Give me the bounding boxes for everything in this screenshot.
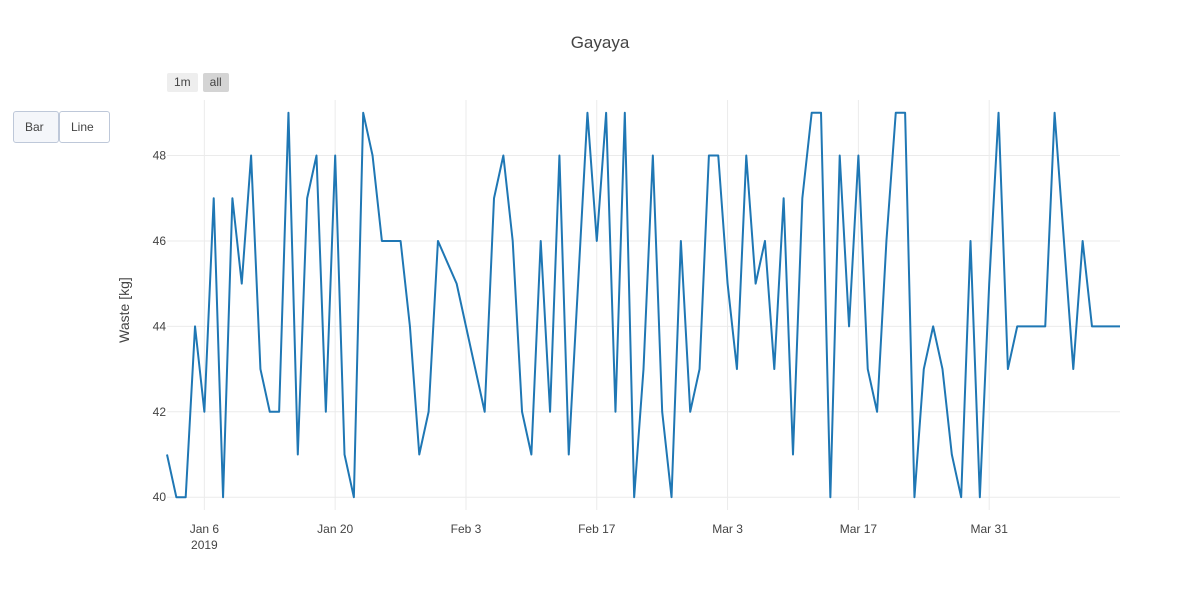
y-tick-label: 48: [153, 149, 167, 163]
x-tick-label: Jan 20: [317, 522, 353, 536]
x-tick-label: Feb 3: [451, 522, 482, 536]
y-tick-label: 40: [153, 490, 167, 504]
range-selector: 1m all: [167, 73, 229, 92]
chart-title: Gayaya: [570, 33, 630, 52]
range-button-1m[interactable]: 1m: [167, 73, 198, 92]
chart-type-toggle: Bar Line: [13, 111, 110, 143]
series-line: [166, 111, 1120, 499]
x-tick-label: Mar 3: [712, 522, 743, 536]
x-tick-sublabel: 2019: [191, 538, 218, 552]
gridlines: [167, 100, 1120, 510]
x-tick-label: Feb 17: [578, 522, 616, 536]
x-tick-label: Jan 6: [190, 522, 220, 536]
bar-type-button[interactable]: Bar: [13, 111, 59, 143]
y-tick-label: 44: [153, 319, 167, 333]
y-tick-label: 42: [153, 405, 167, 419]
x-tick-label: Mar 31: [971, 522, 1009, 536]
range-button-all[interactable]: all: [202, 73, 229, 92]
x-axis-ticks: Jan 6 2019 Jan 20 Feb 3 Feb 17 Mar 3 Mar 17 Mar…: [190, 522, 1008, 552]
x-tick-label: Mar 17: [840, 522, 878, 536]
y-tick-label: 46: [153, 234, 167, 248]
line-type-button[interactable]: Line: [59, 111, 110, 143]
y-axis-ticks: 40 42 44 46 48: [153, 149, 167, 505]
y-axis-title: Waste [kg]: [116, 277, 132, 343]
